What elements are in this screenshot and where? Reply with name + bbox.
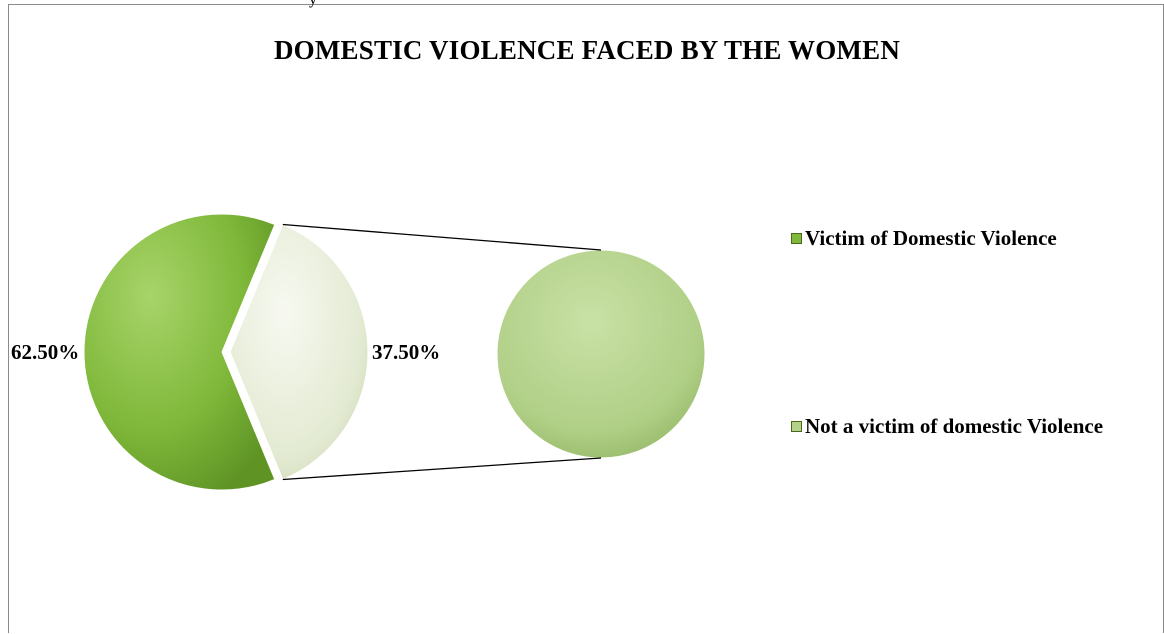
secondary-pie-not-victim <box>496 249 706 459</box>
legend-label-victim: Victim of Domestic Violence <box>805 226 1057 250</box>
slice-not-victim <box>229 223 369 481</box>
data-label-victim: 62.50% <box>11 340 79 364</box>
chart-frame: y DOMESTIC VIOLENCE FACED BY THE WOMEN 6… <box>8 0 1164 633</box>
legend-swatch-not-victim <box>791 421 802 432</box>
chart-title: DOMESTIC VIOLENCE FACED BY THE WOMEN <box>273 35 901 65</box>
legend-item-victim: Victim of Domestic Violence <box>791 225 1135 252</box>
pie-chart: 62.50% 37.50% <box>11 213 706 491</box>
page-text-fragment: y <box>309 0 317 9</box>
connector-line-bottom <box>282 457 602 481</box>
data-label-not-victim: 37.50% <box>372 340 440 364</box>
legend-label-not-victim: Not a victim of domestic Violence <box>805 414 1104 438</box>
connector-line-top <box>282 223 602 251</box>
slice-victim <box>83 213 276 491</box>
legend-swatch-victim <box>791 233 802 244</box>
legend-item-not-victim: Not a victim of domestic Violence <box>791 413 1135 440</box>
